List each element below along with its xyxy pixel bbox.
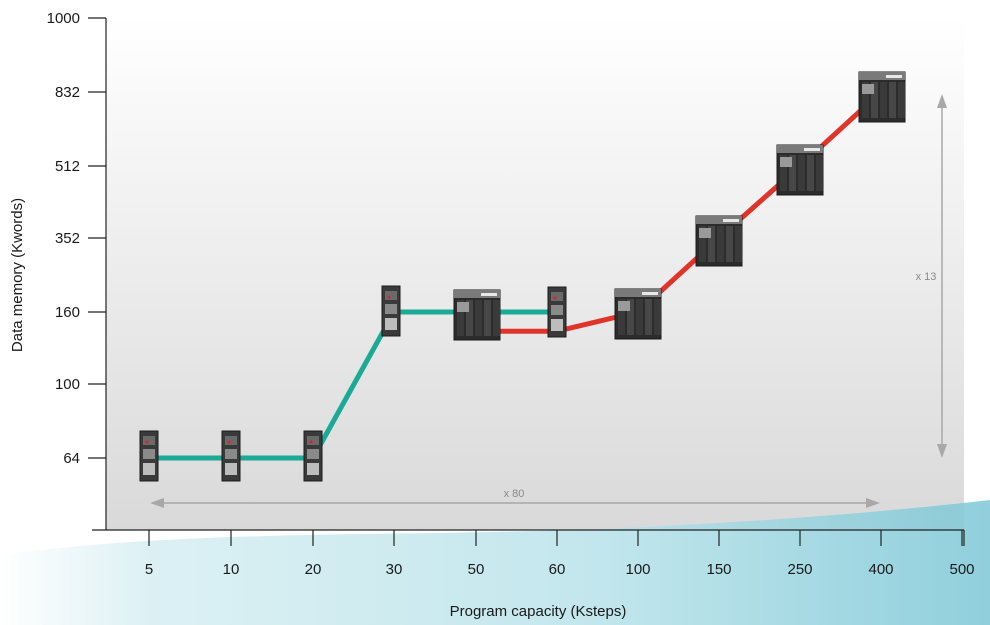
cpu-rack-large-icon <box>776 144 824 196</box>
y-axis-ticks: 1000 832 512 352 160 100 64 <box>47 10 106 467</box>
horizontal-span-label: x 80 <box>504 488 525 500</box>
x-tick-label: 5 <box>145 561 153 578</box>
cpu-module-small-icon <box>221 430 241 482</box>
plot-area <box>106 18 964 530</box>
x-tick-label: 60 <box>549 561 566 578</box>
cpu-rack-large-icon <box>453 289 501 341</box>
x-tick-label: 500 <box>949 561 974 578</box>
x-tick-label: 20 <box>305 561 322 578</box>
y-tick-label: 100 <box>55 376 80 393</box>
cpu-rack-large-icon <box>858 71 906 123</box>
cpu-rack-large-icon <box>614 288 662 340</box>
horizontal-span-annotation: x 80 <box>150 488 880 508</box>
x-tick-label: 400 <box>868 561 893 578</box>
y-tick-label: 64 <box>63 450 80 467</box>
device-markers <box>139 71 906 482</box>
x-tick-label: 250 <box>787 561 812 578</box>
horizontal-span-arrowhead-right <box>866 498 880 508</box>
y-tick-label: 832 <box>55 84 80 101</box>
vertical-span-arrowhead-top <box>937 94 947 108</box>
cpu-module-small-icon <box>547 286 567 338</box>
horizontal-span-arrowhead-left <box>150 498 164 508</box>
y-tick-label: 1000 <box>47 10 80 27</box>
x-tick-label: 150 <box>706 561 731 578</box>
y-tick-label: 512 <box>55 158 80 175</box>
x-tick-label: 10 <box>223 561 240 578</box>
x-tick-label: 100 <box>625 561 650 578</box>
x-axis-title: Program capacity (Ksteps) <box>450 603 627 620</box>
y-tick-label: 352 <box>55 230 80 247</box>
y-tick-label: 160 <box>55 304 80 321</box>
x-axis-ticks: 5 10 20 30 50 60 100 150 250 400 500 <box>145 530 975 578</box>
cpu-module-small-icon <box>303 430 323 482</box>
vertical-span-annotation: x 13 <box>916 94 947 458</box>
x-tick-label: 50 <box>468 561 485 578</box>
y-axis-title: Data memory (Kwords) <box>9 198 26 352</box>
vertical-span-arrowhead-bottom <box>937 444 947 458</box>
decorative-wave <box>0 500 990 625</box>
x-tick-label: 30 <box>386 561 403 578</box>
cpu-module-small-icon <box>381 285 401 337</box>
cpu-module-small-icon <box>139 430 159 482</box>
vertical-span-label: x 13 <box>916 271 937 283</box>
cpu-rack-large-icon <box>695 215 743 267</box>
